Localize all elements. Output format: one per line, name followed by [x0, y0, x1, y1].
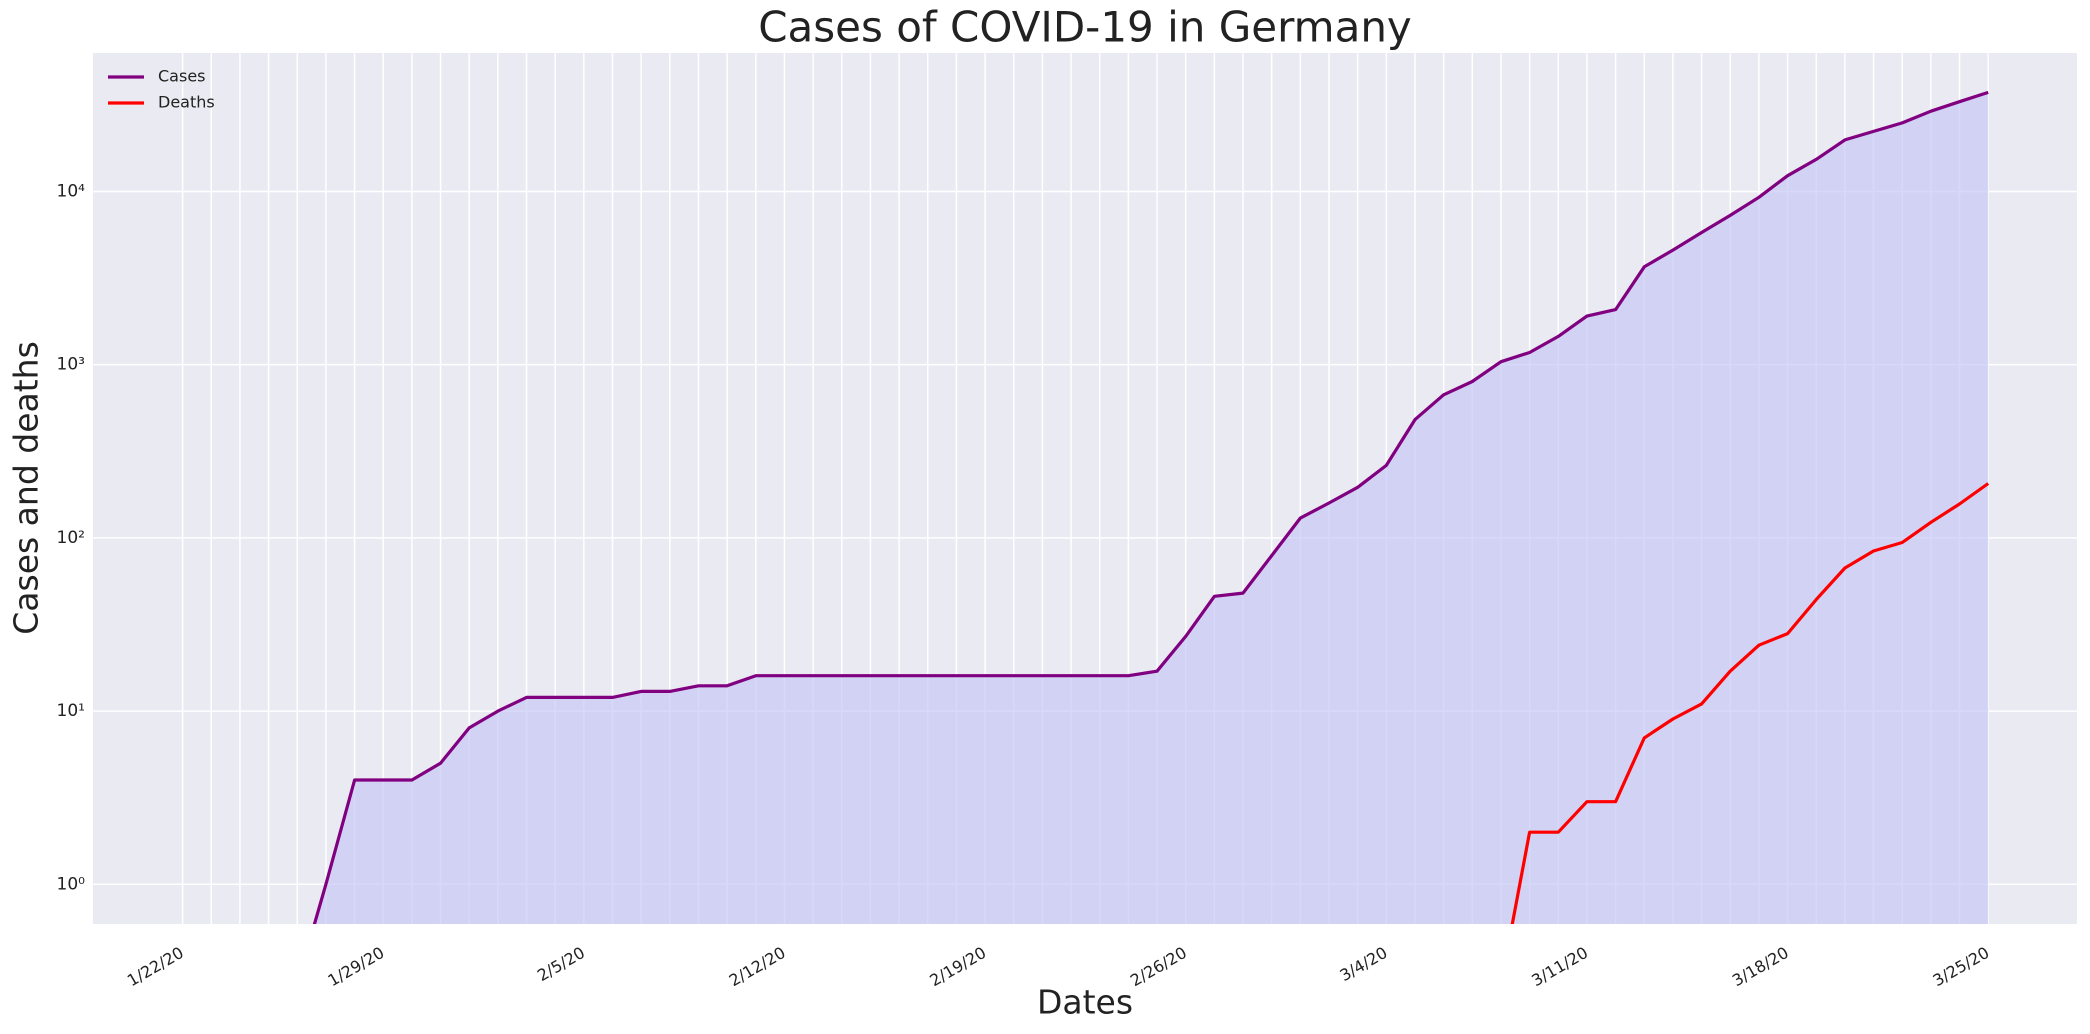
x-tick-label: 3/11/20 — [1528, 943, 1591, 990]
x-tick-label: 2/19/20 — [926, 943, 989, 990]
y-tick-label: 10⁴ — [57, 181, 86, 201]
x-tick-label: 2/26/20 — [1127, 943, 1190, 990]
area-fill — [314, 92, 1989, 924]
y-tick-label: 10⁰ — [57, 874, 86, 894]
plot-area — [312, 90, 1990, 924]
x-tick-label: 1/29/20 — [325, 943, 388, 990]
chart-title: Cases of COVID-19 in Germany — [758, 3, 1412, 52]
x-axis-label: Dates — [1037, 983, 1133, 1022]
x-tick-label: 2/12/20 — [726, 943, 789, 990]
y-tick-label: 10¹ — [57, 701, 85, 721]
y-tick-label: 10³ — [57, 355, 85, 375]
y-tick-label: 10² — [57, 528, 85, 548]
x-tick-label: 2/5/20 — [534, 943, 588, 985]
legend-label: Cases — [158, 67, 206, 86]
x-tick-label: 3/4/20 — [1336, 943, 1390, 985]
series-line — [312, 90, 1989, 924]
x-tick-label: 1/22/20 — [124, 943, 187, 990]
x-tick-label: 3/25/20 — [1930, 943, 1993, 990]
y-axis-label: Cases and deaths — [7, 341, 46, 635]
x-tick-label: 3/18/20 — [1729, 943, 1792, 990]
legend-label: Deaths — [158, 93, 215, 112]
series-line — [1510, 482, 1990, 924]
